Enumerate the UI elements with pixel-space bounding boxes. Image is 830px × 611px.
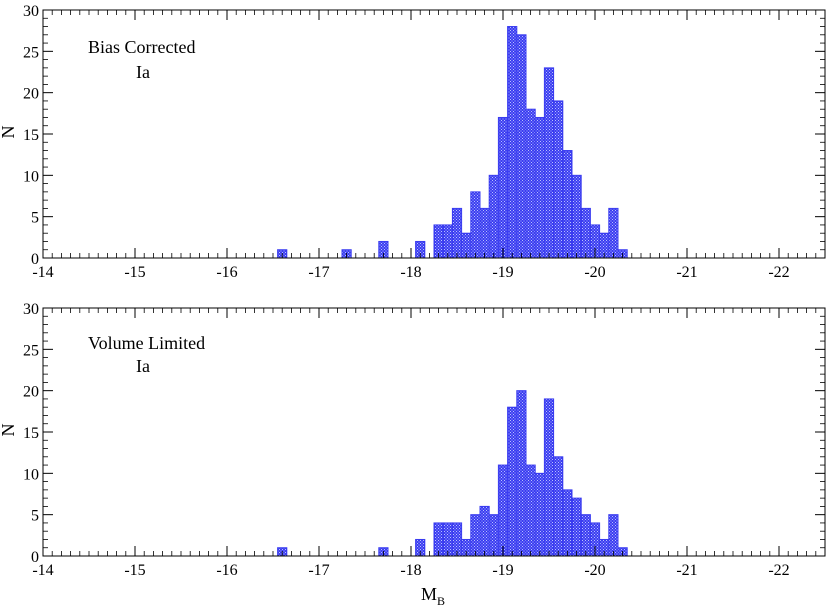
histogram-bar [562,150,573,259]
y-tick-label: 25 [23,342,39,359]
x-tick-label: -21 [676,562,697,579]
x-tick-label: -18 [400,562,421,579]
y-tick-label: 15 [23,425,39,442]
y-tick-label: 25 [23,44,39,61]
histogram-bar [507,406,518,557]
x-tick-label: -21 [676,264,697,281]
histogram-bar [488,174,499,259]
histogram-bar [580,514,591,557]
x-tick-label: -16 [216,264,237,281]
y-tick-label: 0 [31,549,39,566]
histogram-bar [525,464,536,557]
x-tick-label: -15 [124,264,145,281]
x-tick-label: -14 [32,562,53,579]
x-tick-label: -16 [216,562,237,579]
y-axis-title: N [0,126,18,139]
annotation-line-1: Bias Corrected [88,37,195,57]
x-tick-label: -19 [492,562,513,579]
x-tick-label: -19 [492,264,513,281]
y-axis-title: N [0,424,18,437]
histogram-bar [580,207,591,259]
histogram-bar [497,464,509,557]
histogram-bar [451,207,463,259]
y-tick-label: 20 [23,384,39,401]
y-tick-label: 30 [23,301,39,318]
histogram-bar [488,514,499,557]
x-tick-label: -22 [768,264,789,281]
y-tick-label: 10 [23,466,39,483]
histogram-bar [470,514,481,557]
histogram-bar [479,207,490,259]
y-tick-label: 20 [23,86,39,103]
x-tick-label: -22 [768,562,789,579]
y-tick-label: 5 [31,508,39,525]
top-panel-bias-corrected: Bias Corrected Ia N -14 -15 -16 -17 -18 -19 -2… [0,3,826,281]
histogram-bar [553,456,564,557]
histogram-bar [525,108,536,259]
histogram-bar [507,26,518,259]
y-tick-label: 30 [23,3,39,20]
histogram-bar [516,34,527,259]
annotation-line-1: Volume Limited [88,333,205,353]
x-axis-title: MB [421,584,445,608]
annotation-line-2: Ia [136,356,150,376]
x-tick-label: -14 [32,264,53,281]
y-tick-label: 5 [31,210,39,227]
histogram-bar [543,398,555,557]
x-tick-label: -17 [308,264,329,281]
histogram-bar [571,497,582,557]
x-tick-label: -15 [124,562,145,579]
x-tick-label: -18 [400,264,421,281]
histogram-bar [534,116,545,259]
x-tick-label: -20 [584,264,605,281]
annotation-line-2: Ia [136,62,150,82]
histogram-bar [571,174,582,259]
histogram-bar [516,390,527,557]
histogram-bar [534,472,545,557]
x-tick-label: -17 [308,562,329,579]
histogram-bar [470,191,481,259]
histogram-bar [608,514,619,557]
histogram-bar [543,67,555,259]
y-tick-label: 10 [23,168,39,185]
histogram-bar [479,505,490,557]
x-tick-label: -20 [584,562,605,579]
bottom-panel-volume-limited: Volume Limited Ia N MB -14 -15 -16 -17 -18 -1… [0,301,826,608]
histogram-bar [497,116,509,259]
histogram-bar [562,489,573,557]
y-tick-label: 0 [31,251,39,268]
histogram-bar [608,207,619,259]
histogram-bar [553,100,564,259]
y-tick-label: 15 [23,127,39,144]
